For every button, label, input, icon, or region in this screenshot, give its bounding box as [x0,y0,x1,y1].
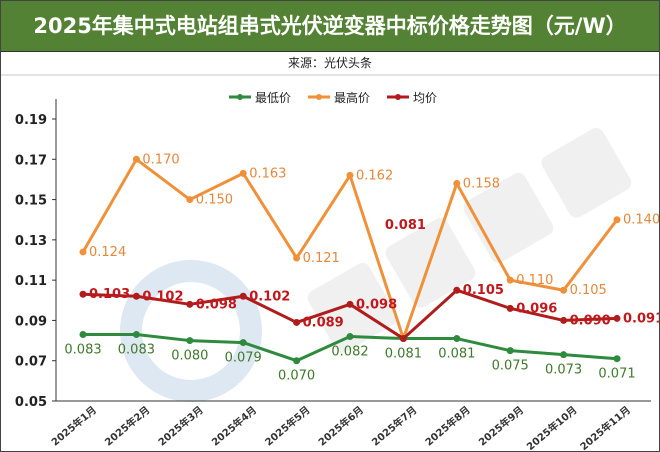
data-point [132,292,140,300]
divider [1,74,659,76]
data-point [239,339,247,347]
data-label: 0.096 [516,301,557,316]
data-point [293,318,301,326]
data-label: 0.162 [356,168,393,183]
data-point [506,304,514,312]
legend-label-1: 最高价 [334,90,370,105]
data-point [293,357,301,365]
data-label: 0.163 [249,166,286,181]
data-label: 0.105 [463,283,504,298]
y-tick-label: 0.09 [15,314,47,329]
y-tick-label: 0.15 [15,194,47,209]
data-label: 0.075 [492,359,529,374]
x-tick-label: 2025年1月 [49,403,99,448]
x-tick-label: 2025年9月 [476,403,526,448]
data-label: 0.083 [64,343,101,358]
data-point [186,196,194,204]
data-label: 0.105 [570,283,607,298]
y-tick-label: 0.11 [15,274,47,289]
x-tick-label: 2025年8月 [422,403,472,448]
data-label: 0.081 [385,218,426,233]
data-point [132,155,140,163]
x-tick-label: 2025年5月 [262,403,312,448]
legend-marker [237,94,243,100]
data-point [453,179,461,187]
data-point [79,248,87,256]
data-point [453,286,461,294]
data-label: 0.089 [303,315,344,330]
x-tick-label: 2025年3月 [155,403,205,448]
data-point [239,169,247,177]
x-tick-label: 2025年7月 [369,403,419,448]
data-label: 0.110 [516,273,553,288]
data-label: 0.150 [196,193,233,208]
data-point [399,335,407,343]
data-point [613,314,621,322]
y-tick-label: 0.05 [15,395,47,410]
watermark-logo-icon [120,260,262,402]
legend-marker [316,94,322,100]
x-tick-label: 2025年4月 [209,403,259,448]
data-label: 0.081 [438,347,475,362]
y-tick-label: 0.13 [15,234,47,249]
data-point [346,171,354,179]
watermark-glyph-shape [541,127,632,218]
data-point [132,331,140,339]
data-label: 0.140 [623,213,660,228]
data-label: 0.082 [331,345,368,360]
data-label: 0.073 [545,363,582,378]
watermark-graphic-icon [307,127,632,353]
data-point [453,335,461,343]
data-point [506,347,514,355]
y-tick-label: 0.17 [15,153,47,168]
data-point [560,286,568,294]
watermark-glyph-shape [463,172,554,263]
data-point [239,292,247,300]
data-label: 0.083 [118,343,155,358]
legend-label-0: 最低价 [255,91,291,105]
chart-title: 2025年集中式电站组串式光伏逆变器中标价格走势图（元/W） [1,1,659,52]
data-point [186,300,194,308]
data-label: 0.071 [598,367,635,382]
legend-label-2: 均价 [413,91,437,105]
data-label: 0.102 [249,289,290,304]
x-tick-label: 2025年6月 [316,403,366,448]
data-point [79,331,87,339]
data-label: 0.091 [623,311,660,326]
data-label: 0.081 [385,347,422,362]
data-label: 0.170 [142,152,179,167]
data-label: 0.098 [356,297,397,312]
y-tick-label: 0.19 [15,113,47,128]
data-point [293,254,301,262]
data-label: 0.124 [89,245,126,260]
data-point [186,337,194,345]
x-tick-label: 2025年11月 [577,403,633,452]
data-point [560,316,568,324]
data-point [346,333,354,341]
data-label: 0.121 [303,251,340,266]
data-point [346,300,354,308]
data-label: 0.080 [171,349,208,364]
data-point [506,276,514,284]
data-label: 0.102 [142,289,183,304]
data-label: 0.070 [278,369,315,384]
data-point [613,216,621,224]
y-tick-label: 0.07 [15,355,47,370]
watermark-glyph-shape [307,262,398,353]
data-label: 0.090 [570,313,611,328]
data-label: 0.079 [225,351,262,366]
source-note: 来源：光伏头条 [287,56,372,70]
data-label: 0.098 [196,297,237,312]
data-point [560,351,568,359]
data-point [79,290,87,298]
legend-marker [395,94,401,100]
data-label: 0.158 [463,176,500,191]
data-label: 0.103 [89,287,130,302]
data-point [613,355,621,363]
x-tick-label: 2025年2月 [102,403,152,448]
x-tick-label: 2025年10月 [524,403,580,452]
